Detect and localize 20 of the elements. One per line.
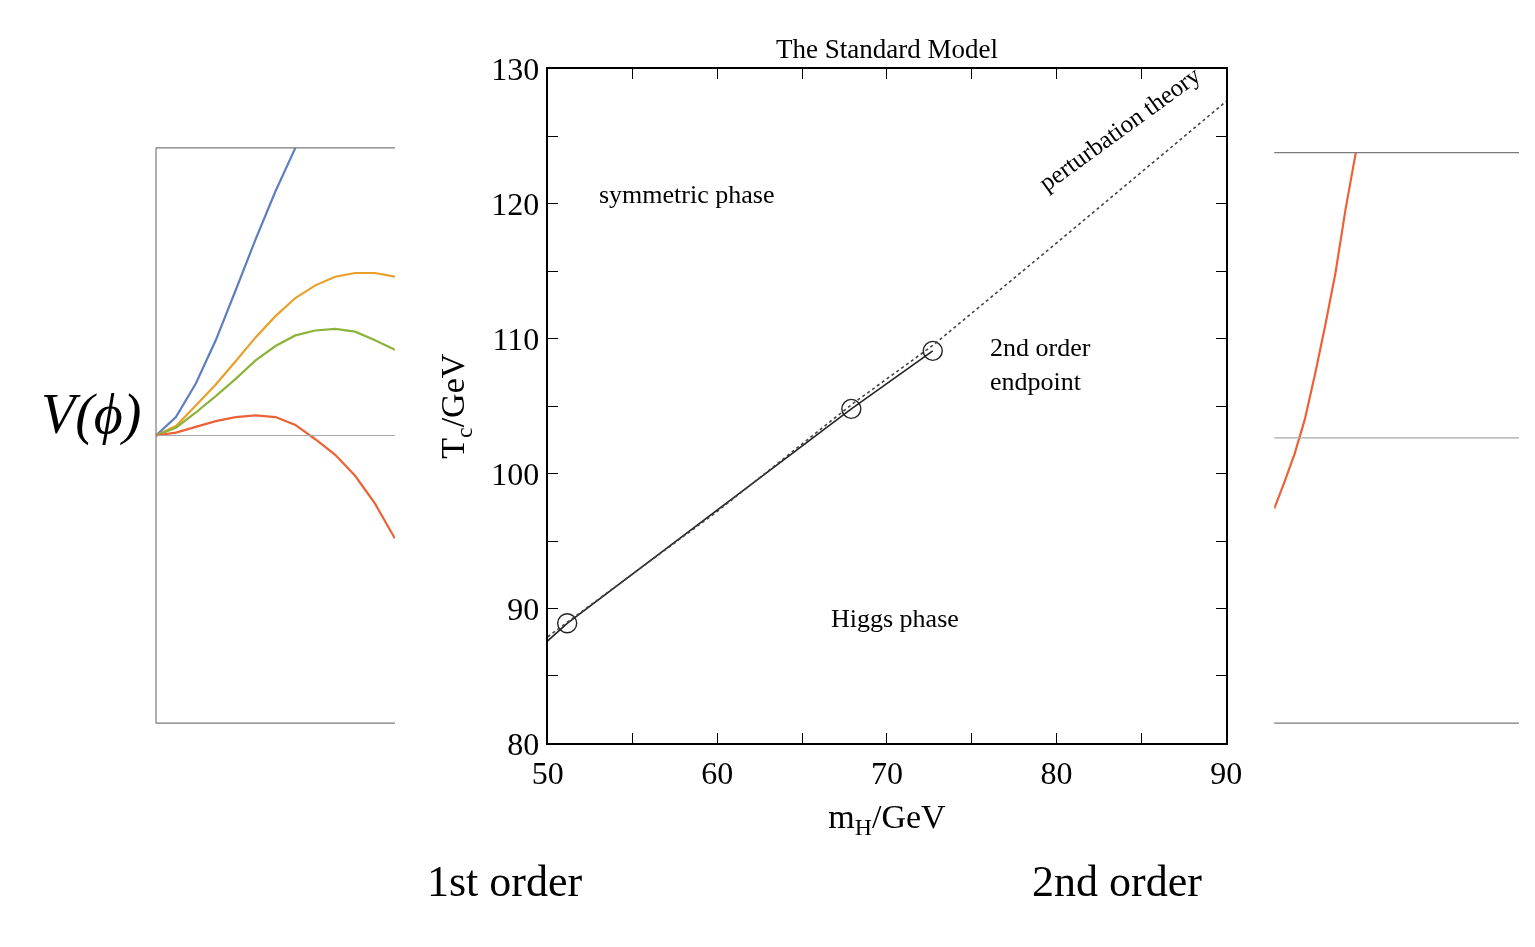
point	[922, 340, 943, 362]
annotation: symmetric phase	[599, 180, 775, 209]
point	[841, 398, 862, 420]
y-tick-label: 130	[491, 51, 540, 88]
y-tick-label: 120	[491, 186, 540, 223]
x-axis-title: m$_{H}$/GeV	[828, 797, 947, 840]
annotation: 2nd order endpoint	[990, 333, 1091, 396]
annotation: Higgs phase	[831, 604, 959, 633]
x-tick-label: 70	[870, 754, 903, 791]
x-tick-label: 60	[701, 754, 734, 791]
y-tick-label: 110	[492, 320, 540, 357]
x-tick-label: 90	[1210, 754, 1243, 791]
x-axis-title: 1st order	[427, 857, 583, 906]
y-tick-label: 100	[491, 455, 540, 492]
y-tick-label: 90	[507, 590, 540, 627]
point	[557, 613, 578, 634]
chart-title: The Standard Model	[776, 34, 998, 64]
y-axis-title: V(ϕ)	[41, 383, 142, 446]
x-axis-title: 2nd order	[1032, 857, 1203, 906]
x-tick-label: 80	[1040, 754, 1073, 791]
